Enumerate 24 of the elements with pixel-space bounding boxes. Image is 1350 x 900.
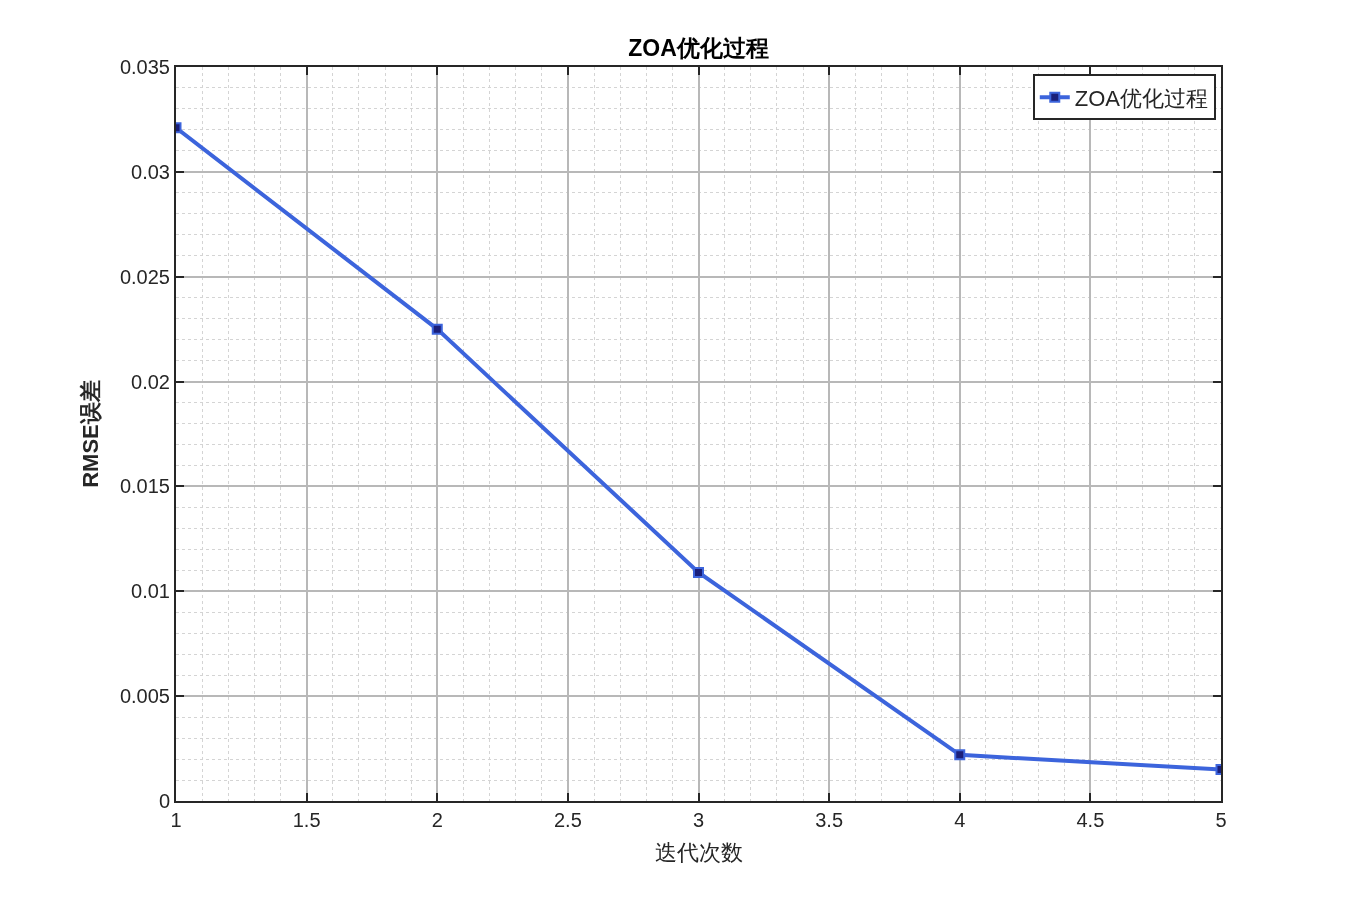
x-tick-label: 3.5 xyxy=(815,809,844,831)
y-tick-label: 0.015 xyxy=(119,475,170,498)
y-tick-label: 0.005 xyxy=(119,685,170,708)
y-tick-label: 0.03 xyxy=(131,160,170,183)
y-tick-label: 0 xyxy=(158,790,170,812)
x-axis-title: 迭代次数 xyxy=(654,840,743,866)
x-tick-label: 4.5 xyxy=(1076,809,1105,831)
y-tick-label: 0.02 xyxy=(131,370,170,393)
chart-title: ZOA优化过程 xyxy=(628,35,769,62)
x-tick-label: 4 xyxy=(954,809,966,831)
x-tick-label: 5 xyxy=(1215,809,1227,831)
x-tick-label: 2.5 xyxy=(553,809,582,831)
y-tick-label: 0.01 xyxy=(131,580,170,603)
point xyxy=(693,566,704,578)
x-tick-label: 1 xyxy=(170,809,182,831)
point xyxy=(954,749,966,761)
legend-label: ZOA优化过程 xyxy=(1074,85,1209,111)
y-tick-label: 0.025 xyxy=(119,265,170,288)
point xyxy=(431,323,443,335)
x-tick-label: 2 xyxy=(431,809,443,831)
x-tick-label: 3 xyxy=(692,809,705,831)
y-tick-label: 0.035 xyxy=(119,56,170,78)
x-tick-label: 1.5 xyxy=(292,809,321,831)
y-axis-title: RMSE误差 xyxy=(78,380,104,488)
